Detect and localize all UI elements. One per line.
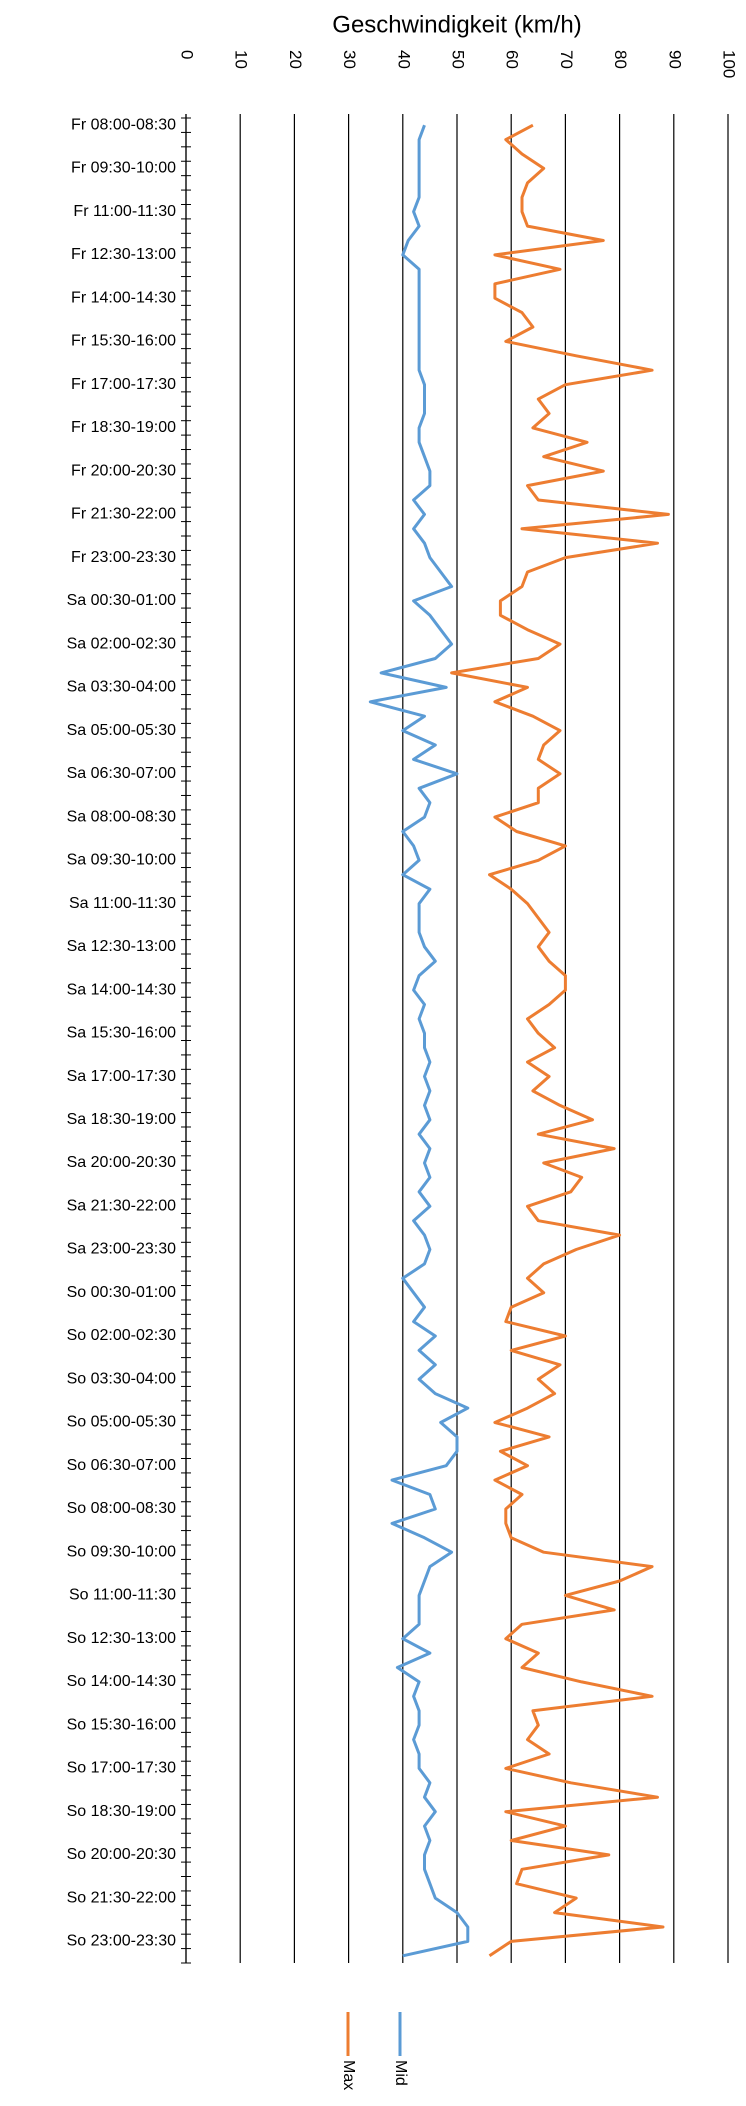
x-tick-label: So 20:00-20:30 xyxy=(67,1846,177,1863)
x-tick-label: Sa 03:30-04:00 xyxy=(67,679,177,696)
series-line xyxy=(368,124,470,1958)
x-tick-label: Sa 05:00-05:30 xyxy=(67,722,177,739)
y-tick-label: 70 xyxy=(557,50,576,69)
x-tick-label: Sa 09:30-10:00 xyxy=(67,852,177,869)
x-tick-label: Fr 12:30-13:00 xyxy=(71,246,176,263)
x-tick-label: Sa 14:00-14:30 xyxy=(67,981,177,998)
x-tick-label: So 00:30-01:00 xyxy=(67,1284,177,1301)
x-tick-label: So 03:30-04:00 xyxy=(67,1370,177,1387)
y-tick-label: 60 xyxy=(503,50,522,69)
x-tick-label: So 12:30-13:00 xyxy=(67,1630,177,1647)
x-tick-label: So 23:00-23:30 xyxy=(67,1933,177,1950)
x-tick-label: So 05:00-05:30 xyxy=(67,1414,177,1431)
x-tick-label: Sa 06:30-07:00 xyxy=(67,765,177,782)
x-tick-label: Sa 02:00-02:30 xyxy=(67,635,177,652)
y-tick-label: 20 xyxy=(286,50,305,69)
y-tick-label: 90 xyxy=(665,50,684,69)
y-tick-label: 0 xyxy=(178,50,197,59)
legend-label: Max xyxy=(340,2060,357,2090)
y-tick-label: 40 xyxy=(394,50,413,69)
x-tick-label: Fr 09:30-10:00 xyxy=(71,160,176,177)
series-line xyxy=(450,123,670,1958)
x-tick-label: So 14:00-14:30 xyxy=(67,1673,177,1690)
x-tick-label: Sa 21:30-22:00 xyxy=(67,1197,177,1214)
x-tick-label: So 08:00-08:30 xyxy=(67,1500,177,1517)
x-tick-label: Fr 21:30-22:00 xyxy=(71,506,176,523)
x-tick-label: Sa 17:00-17:30 xyxy=(67,1068,177,1085)
y-tick-label: 50 xyxy=(449,50,468,69)
y-tick-label: 80 xyxy=(611,50,630,69)
x-tick-label: Sa 00:30-01:00 xyxy=(67,592,177,609)
x-tick-label: So 06:30-07:00 xyxy=(67,1457,177,1474)
x-tick-label: Fr 18:30-19:00 xyxy=(71,419,176,436)
x-tick-label: Sa 18:30-19:00 xyxy=(67,1111,177,1128)
legend-label: Mid xyxy=(392,2060,409,2086)
x-tick-label: Fr 20:00-20:30 xyxy=(71,462,176,479)
x-tick-label: Sa 20:00-20:30 xyxy=(67,1154,177,1171)
x-tick-label: So 15:30-16:00 xyxy=(67,1716,177,1733)
x-tick-label: Fr 15:30-16:00 xyxy=(71,333,176,350)
x-tick-label: Fr 17:00-17:30 xyxy=(71,376,176,393)
y-tick-label: 10 xyxy=(232,50,251,69)
x-tick-label: So 11:00-11:30 xyxy=(69,1587,176,1604)
x-tick-label: So 17:00-17:30 xyxy=(67,1760,177,1777)
x-tick-label: So 18:30-19:00 xyxy=(67,1803,177,1820)
x-tick-label: So 02:00-02:30 xyxy=(67,1327,177,1344)
y-tick-label: 100 xyxy=(720,50,739,78)
x-tick-label: So 09:30-10:00 xyxy=(67,1543,177,1560)
x-tick-label: Fr 11:00-11:30 xyxy=(73,203,176,220)
x-tick-label: Fr 14:00-14:30 xyxy=(71,289,176,306)
x-tick-label: Sa 15:30-16:00 xyxy=(67,1025,177,1042)
y-tick-label: 30 xyxy=(340,50,359,69)
x-tick-label: Sa 23:00-23:30 xyxy=(67,1241,177,1258)
x-tick-label: Sa 12:30-13:00 xyxy=(67,938,177,955)
x-tick-label: Sa 11:00-11:30 xyxy=(69,895,176,912)
x-tick-label: Fr 08:00-08:30 xyxy=(71,116,176,133)
chart-title: Geschwindigkeit (km/h) xyxy=(332,11,581,38)
x-tick-label: So 21:30-22:00 xyxy=(67,1889,177,1906)
x-tick-label: Sa 08:00-08:30 xyxy=(67,808,177,825)
x-tick-label: Fr 23:00-23:30 xyxy=(71,549,176,566)
